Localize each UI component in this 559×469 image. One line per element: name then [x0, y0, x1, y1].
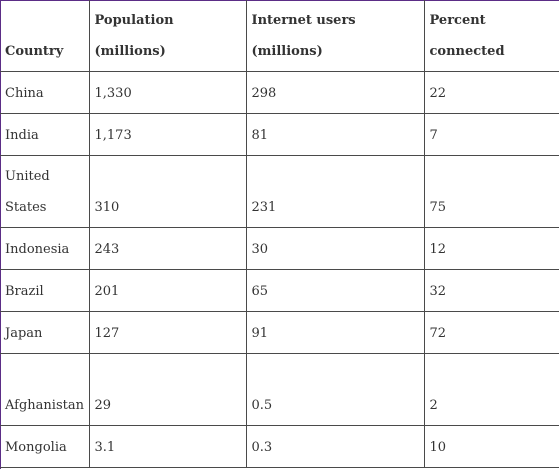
cell-internet-users: 231 [245, 155, 425, 228]
cell-population: 29 [88, 353, 247, 426]
cell-percent-connected: 12 [423, 227, 559, 270]
cell-percent-connected: 75 [423, 155, 559, 228]
cell-country: Mongolia [0, 425, 90, 468]
cell-internet-users: 81 [245, 113, 425, 156]
cell-percent-connected: 72 [423, 311, 559, 354]
header-row: Country Population (millions) Internet u… [0, 0, 559, 72]
cell-country: Afghanistan [0, 353, 90, 426]
cell-country: Indonesia [0, 227, 90, 270]
cell-country: Japan [0, 311, 90, 354]
cell-percent-connected: 10 [423, 425, 559, 468]
cell-population: 310 [88, 155, 247, 228]
table-row: Japan 127 91 72 [0, 311, 559, 354]
table-row: Indonesia 243 30 12 [0, 227, 559, 270]
cell-internet-users: 298 [245, 71, 425, 114]
cell-population: 3.1 [88, 425, 247, 468]
cell-internet-users: 65 [245, 269, 425, 312]
table-row: United States 310 231 75 [0, 155, 559, 228]
cell-percent-connected: 2 [423, 353, 559, 426]
table-row: India 1,173 81 7 [0, 113, 559, 156]
table-row: Afghanistan 29 0.5 2 [0, 353, 559, 426]
cell-population: 1,330 [88, 71, 247, 114]
cell-country: United States [0, 155, 90, 228]
cell-population: 1,173 [88, 113, 247, 156]
cell-internet-users: 30 [245, 227, 425, 270]
table-row: Mongolia 3.1 0.3 10 [0, 425, 559, 468]
header-internet-users: Internet users (millions) [245, 0, 425, 72]
cell-country: China [0, 71, 90, 114]
header-country: Country [0, 0, 90, 72]
cell-population: 243 [88, 227, 247, 270]
cell-percent-connected: 7 [423, 113, 559, 156]
header-population: Population (millions) [88, 0, 247, 72]
cell-internet-users: 91 [245, 311, 425, 354]
cell-internet-users: 0.5 [245, 353, 425, 426]
cell-internet-users: 0.3 [245, 425, 425, 468]
header-percent-connected: Percent connected [423, 0, 559, 72]
cell-percent-connected: 32 [423, 269, 559, 312]
cell-percent-connected: 22 [423, 71, 559, 114]
cell-country: Brazil [0, 269, 90, 312]
table-row: Brazil 201 65 32 [0, 269, 559, 312]
cell-population: 201 [88, 269, 247, 312]
cell-country: India [0, 113, 90, 156]
table-row: China 1,330 298 22 [0, 71, 559, 114]
cell-population: 127 [88, 311, 247, 354]
